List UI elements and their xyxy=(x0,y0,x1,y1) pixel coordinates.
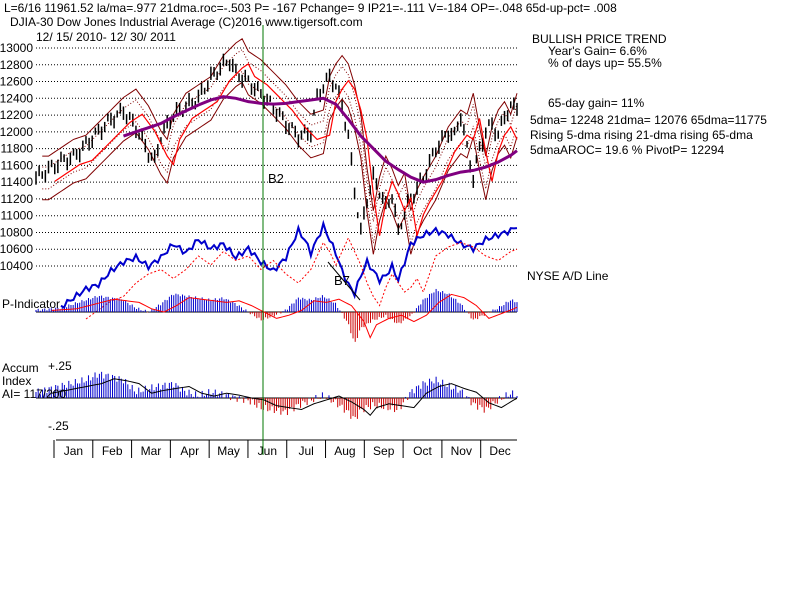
y-tick-label: 10600 xyxy=(0,242,33,256)
y-tick-label: 11400 xyxy=(1,175,34,189)
index-label: Index xyxy=(2,374,32,388)
month-label: Jun xyxy=(258,444,277,458)
month-label: Dec xyxy=(489,444,510,458)
y-tick-label: 12800 xyxy=(0,58,33,72)
p-indicator-label: P-Indicator xyxy=(2,297,61,311)
y-tick-label: 10800 xyxy=(0,225,33,239)
y-tick-label: 10400 xyxy=(0,259,33,273)
price-grid: 10400 10600 10800 11000 11200 11400 11600 11800… xyxy=(0,41,517,273)
days-up: % of days up= 55.5% xyxy=(548,56,662,70)
b7-pointer xyxy=(327,261,361,301)
y-tick-label: 12000 xyxy=(0,125,33,139)
accum-label: Accum xyxy=(2,361,39,375)
inner-band xyxy=(42,70,518,244)
y-tick-label: 11600 xyxy=(1,158,34,172)
month-label: Oct xyxy=(413,444,432,458)
price-bands xyxy=(42,38,518,255)
month-label: Apr xyxy=(180,444,199,458)
accum-bottom-tick: -.25 xyxy=(48,419,69,433)
ma21-line xyxy=(54,63,518,236)
price-bars xyxy=(35,53,518,235)
moving-averages xyxy=(54,63,518,236)
ma65-line xyxy=(122,95,518,184)
accum-index-panel xyxy=(35,371,518,419)
rising-status: Rising 5-dma rising 21-dma rising 65-dma xyxy=(530,128,753,142)
month-axis: Jan Feb Mar Apr May Jun Jul Aug Sep Oct Nov Dec xyxy=(53,439,517,458)
month-label: May xyxy=(217,444,240,458)
aroc-pivot: 5dmaAROC= 19.6 % PivotP= 12294 xyxy=(530,143,725,157)
p-indicator-panel xyxy=(35,288,518,342)
header-line-2: DJIA-30 Dow Jones Industrial Average (C)… xyxy=(10,15,363,29)
y-tick-label: 12200 xyxy=(0,108,33,122)
ai-value: AI= 117/200 xyxy=(2,387,67,401)
header-line-3: 12/ 15/ 2010- 12/ 30/ 2011 xyxy=(36,30,176,44)
y-tick-label: 11200 xyxy=(1,192,34,206)
dma-values: 5dma= 12248 21dma= 12076 65dma=11775 xyxy=(530,113,767,127)
header-line-1: L=6/16 11961.52 la/ma=.977 21dma.roc=-.5… xyxy=(4,1,617,15)
y-tick-label: 12600 xyxy=(0,75,33,89)
y-tick-label: 12400 xyxy=(0,91,33,105)
trend-title: BULLISH PRICE TREND xyxy=(532,32,667,46)
outer-band xyxy=(42,38,518,211)
gain-65: 65-day gain= 11% xyxy=(548,96,645,110)
month-label: Mar xyxy=(141,444,162,458)
p-indicator-ma xyxy=(51,293,518,339)
signal-b7: B7 xyxy=(334,273,350,288)
accum-index-ma xyxy=(51,378,518,417)
accum-top-tick: +.25 xyxy=(48,359,72,373)
signal-b2: B2 xyxy=(268,171,284,186)
ad-line xyxy=(60,219,518,320)
month-label: Nov xyxy=(451,444,472,458)
month-label: Jan xyxy=(64,444,83,458)
y-tick-label: 13000 xyxy=(0,41,33,55)
ad-ma-line xyxy=(85,236,518,320)
ad-line-path xyxy=(60,219,518,310)
outer-band xyxy=(42,81,518,255)
month-label: Jul xyxy=(298,444,313,458)
nyse-ad-label: NYSE A/D Line xyxy=(527,269,609,283)
month-label: Aug xyxy=(334,444,355,458)
month-label: Sep xyxy=(373,444,395,458)
years-gain: Year's Gain= 6.6% xyxy=(548,44,647,58)
y-tick-label: 11800 xyxy=(1,142,34,156)
inner-band xyxy=(42,48,518,222)
y-tick-label: 11000 xyxy=(1,209,34,223)
month-label: Feb xyxy=(102,444,123,458)
